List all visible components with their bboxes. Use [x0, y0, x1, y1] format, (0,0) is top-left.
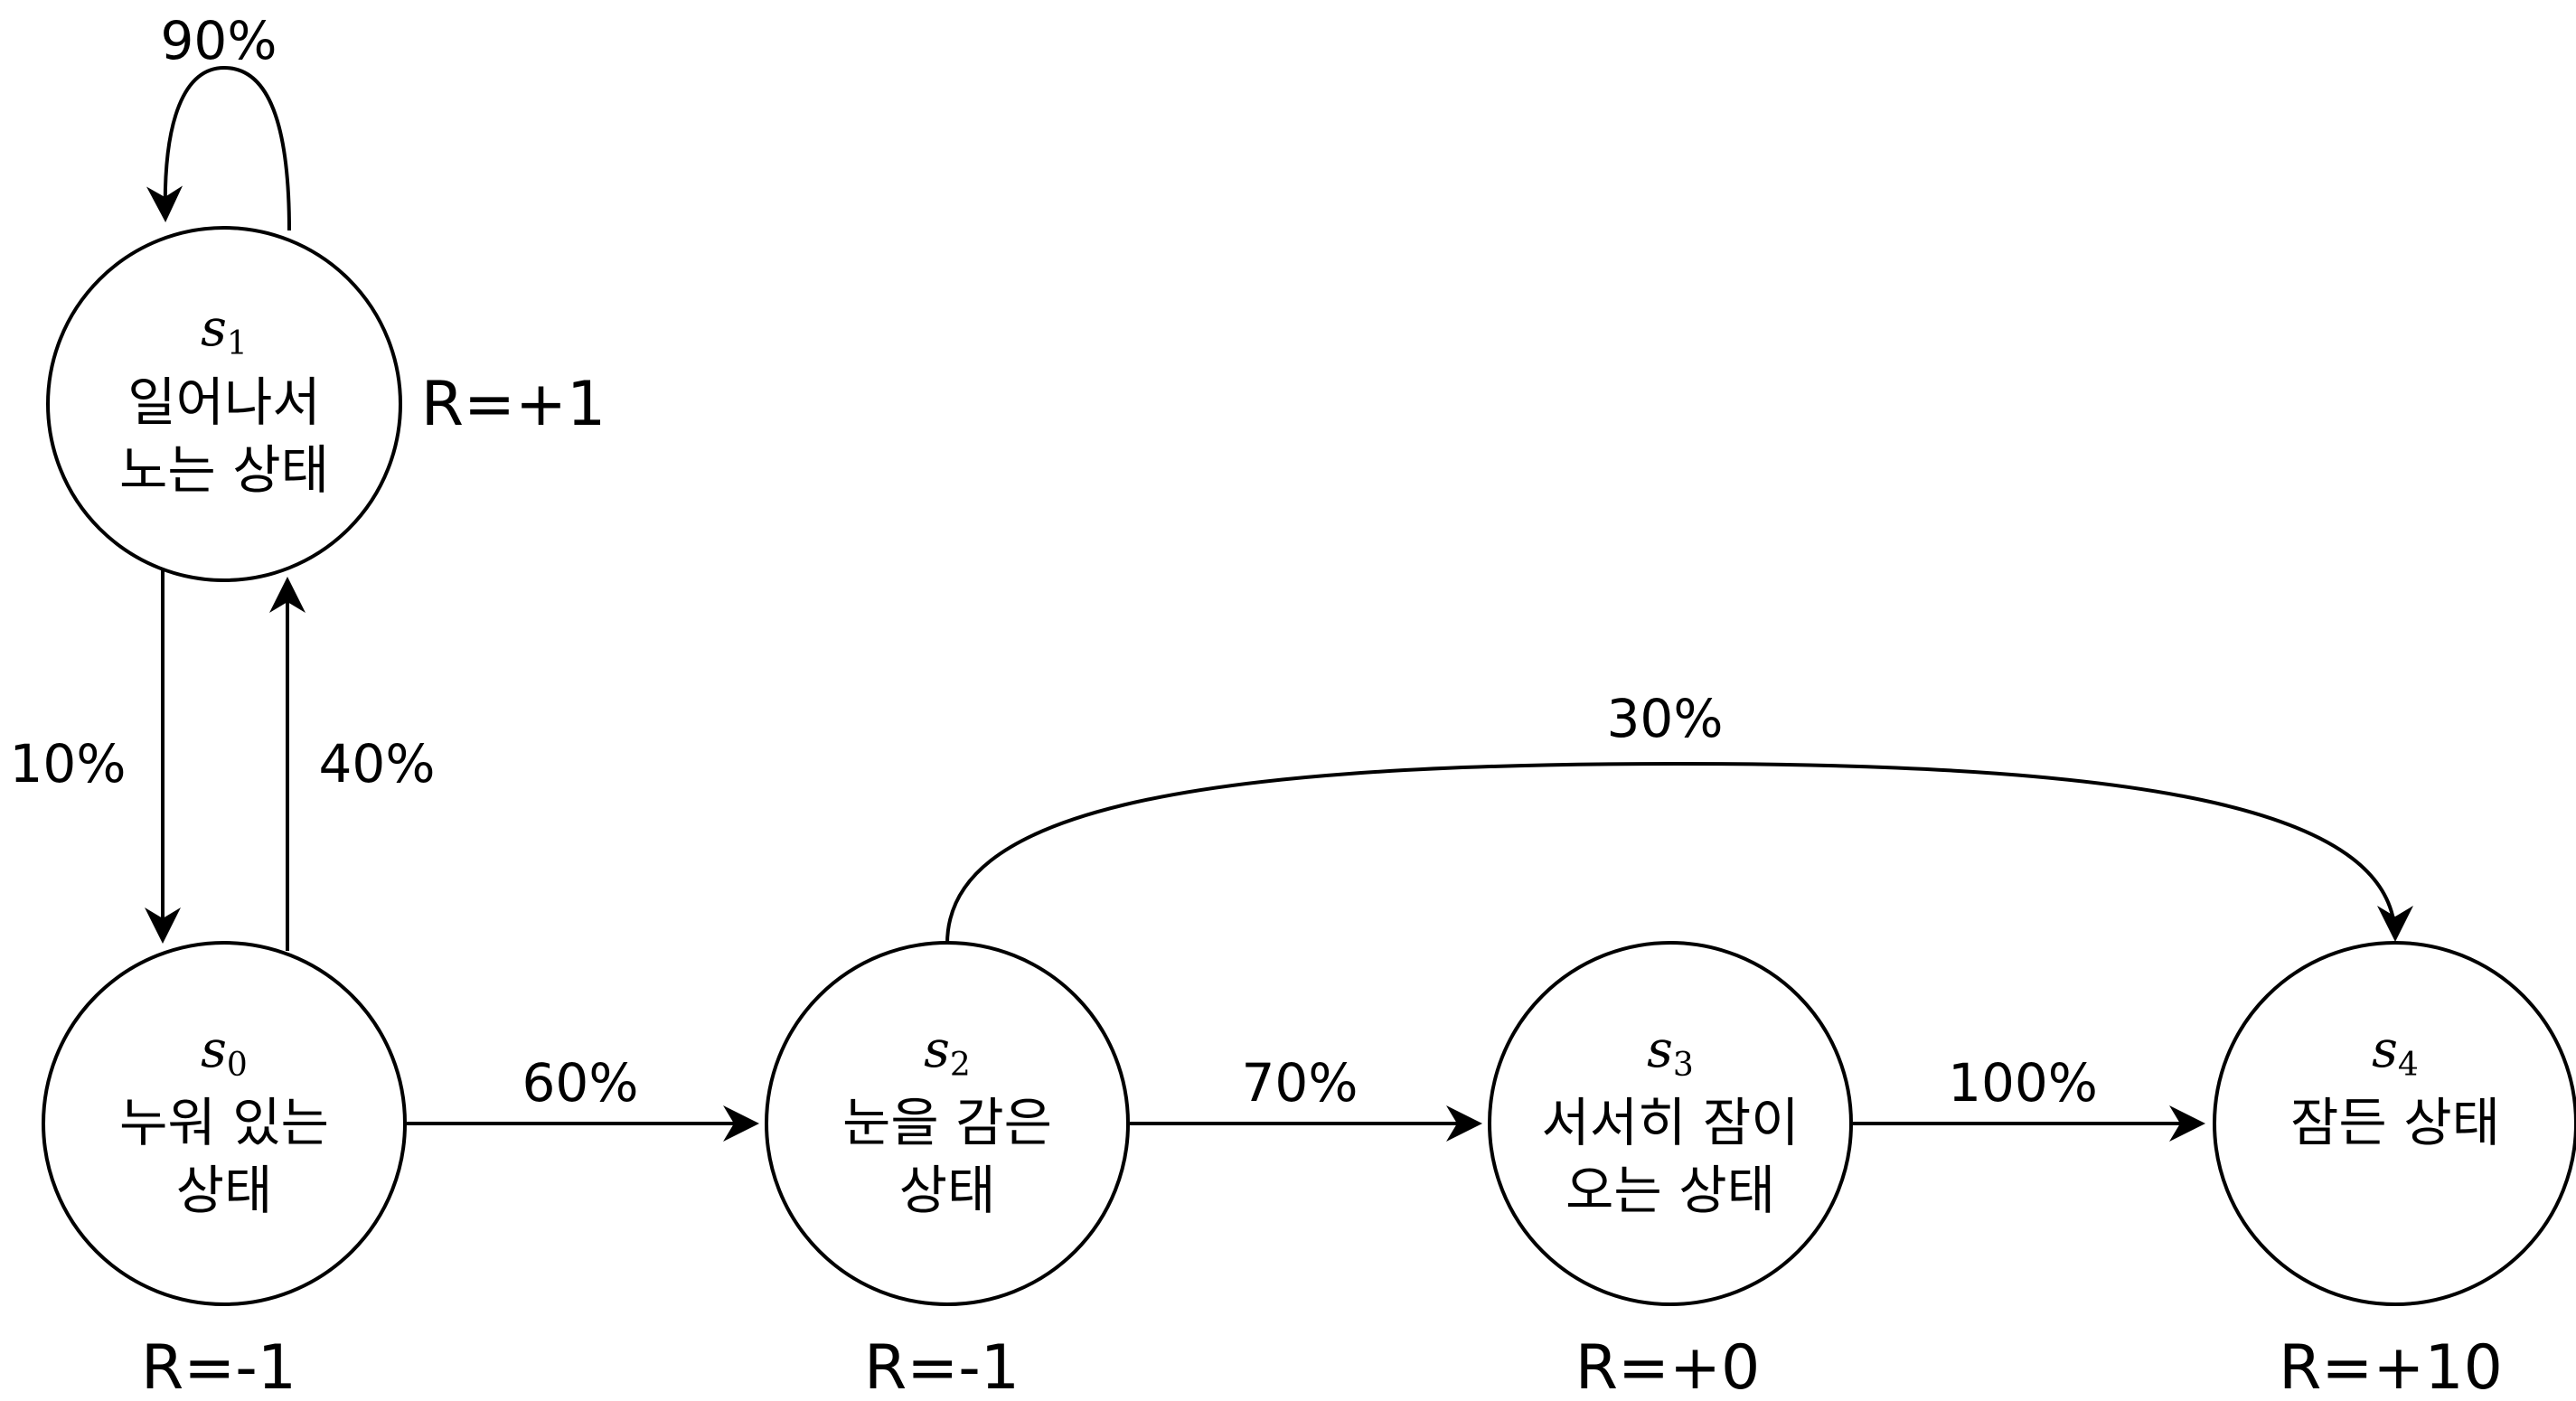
state-s4: s4 잠든 상태 — [2213, 941, 2576, 1306]
state-s3: s3 서서히 잠이 오는 상태 — [1488, 941, 1853, 1306]
state-s4-circle — [2213, 941, 2576, 1306]
state-s3-circle — [1488, 941, 1853, 1306]
state-s2: s2 눈을 감은 상태 — [765, 941, 1130, 1306]
state-s0: s0 누워 있는 상태 — [42, 941, 407, 1306]
edge-s2-to-s4 — [945, 761, 2413, 945]
label-s2-s4-prob: 30% — [1607, 688, 1724, 749]
state-s2-label-line2: 상태 — [899, 1160, 996, 1221]
state-s0-circle — [42, 941, 407, 1306]
state-s1-symbol: s1 — [201, 299, 248, 362]
label-s0-s1-prob: 40% — [319, 733, 436, 795]
label-s1-self-prob: 90% — [161, 10, 277, 71]
reward-s1: R=+1 — [421, 369, 606, 440]
state-s0-label-line2: 상태 — [176, 1160, 273, 1221]
state-s2-circle — [765, 941, 1130, 1306]
state-s1-label-line2: 노는 상태 — [119, 439, 329, 501]
label-s0-s2-prob: 60% — [522, 1052, 639, 1114]
reward-s3: R=+0 — [1575, 1332, 1760, 1401]
state-s1-circle — [46, 226, 402, 582]
state-s4-label-line1: 잠든 상태 — [2290, 1092, 2500, 1153]
reward-s0: R=-1 — [141, 1332, 296, 1401]
label-s1-s0-prob: 10% — [10, 733, 127, 795]
reward-s4: R=+10 — [2279, 1332, 2503, 1401]
state-s0-label-line1: 누워 있는 — [119, 1092, 329, 1153]
edge-s1-self-loop — [146, 65, 291, 231]
state-s1-label-line1: 일어나서 — [127, 371, 320, 433]
state-s2-symbol: s2 — [924, 1020, 971, 1084]
state-s0-symbol: s0 — [201, 1020, 248, 1084]
reward-s2: R=-1 — [864, 1332, 1020, 1401]
state-s1: s1 일어나서 노는 상태 — [46, 226, 402, 582]
label-s2-s3-prob: 70% — [1242, 1052, 1359, 1114]
state-s3-label-line1: 서서히 잠이 — [1541, 1092, 1799, 1153]
state-s3-symbol: s3 — [1647, 1020, 1694, 1084]
state-s3-label-line2: 오는 상태 — [1565, 1160, 1775, 1221]
label-s3-s4-prob: 100% — [1948, 1052, 2098, 1114]
state-s2-label-line1: 눈을 감은 — [842, 1092, 1052, 1153]
state-s4-symbol: s4 — [2372, 1020, 2419, 1084]
